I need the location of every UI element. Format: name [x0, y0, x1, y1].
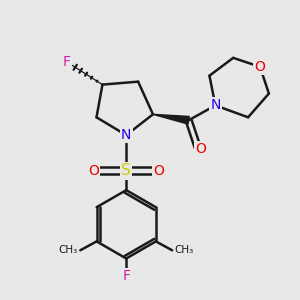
Polygon shape: [153, 114, 189, 124]
Text: O: O: [154, 164, 164, 178]
Text: S: S: [121, 163, 131, 178]
Text: CH₃: CH₃: [175, 245, 194, 255]
Text: F: F: [122, 269, 130, 283]
Text: O: O: [88, 164, 99, 178]
Text: N: N: [121, 128, 131, 142]
Text: F: F: [63, 55, 71, 69]
Text: CH₃: CH₃: [58, 245, 78, 255]
Text: O: O: [195, 142, 206, 156]
Text: O: O: [254, 60, 266, 74]
Text: N: N: [210, 98, 220, 112]
